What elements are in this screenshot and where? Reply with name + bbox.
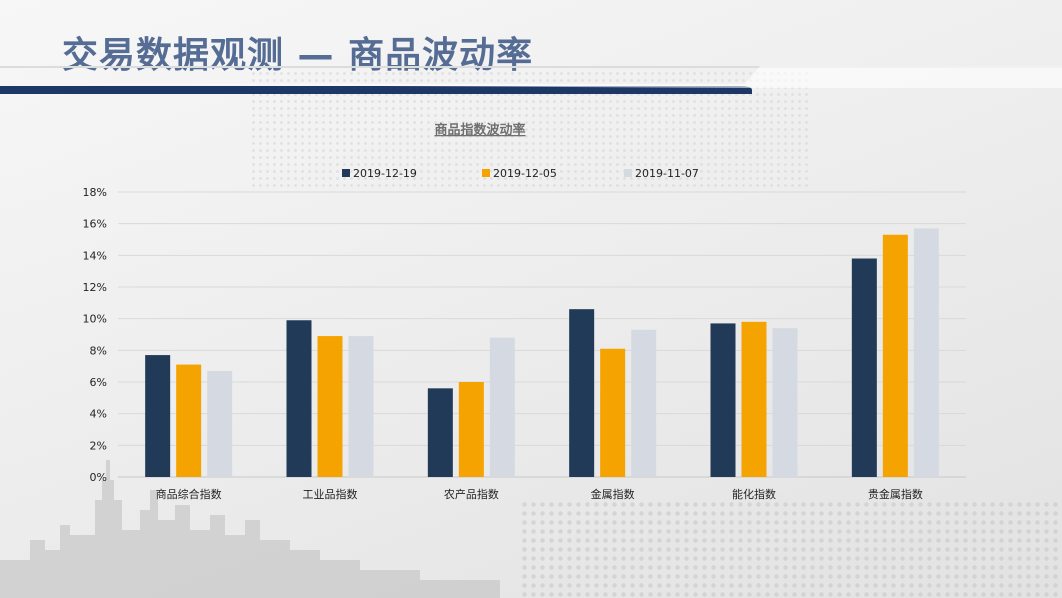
grid-lines: [118, 191, 966, 478]
header-band: [0, 66, 1062, 94]
bar: [569, 309, 595, 477]
x-category-label: 能化指数: [732, 487, 776, 501]
bar: [348, 336, 374, 477]
bar: [317, 336, 343, 477]
bar: [207, 370, 233, 477]
legend-swatch: [342, 169, 350, 177]
decorative-dots: [520, 500, 1062, 598]
bar: [286, 320, 312, 477]
y-tick-label: 14%: [83, 249, 107, 262]
bar: [145, 355, 171, 477]
bar: [489, 337, 515, 477]
bar: [631, 329, 657, 477]
legend-swatch: [482, 169, 490, 177]
y-tick-label: 2%: [90, 439, 107, 452]
city-skyline-decoration: [0, 460, 500, 598]
x-category-label: 工业品指数: [303, 487, 358, 501]
legend-label: 2019-12-05: [493, 167, 557, 180]
y-tick-label: 8%: [90, 344, 107, 357]
legend-label: 2019-11-07: [635, 167, 699, 180]
legend-swatch: [624, 169, 632, 177]
bar: [851, 258, 877, 477]
y-tick-label: 12%: [83, 281, 107, 294]
legend-label: 2019-12-19: [353, 167, 417, 180]
y-tick-label: 6%: [90, 376, 107, 389]
bars: [145, 228, 939, 477]
x-category-label: 商品综合指数: [156, 487, 222, 501]
bar: [600, 348, 626, 477]
y-tick-label: 16%: [83, 218, 107, 231]
y-axis: 0% 2% 4% 6% 8% 10% 12% 14% 16% 18%: [83, 186, 107, 484]
y-tick-label: 18%: [83, 186, 107, 199]
x-category-label: 贵金属指数: [868, 487, 923, 501]
y-tick-label: 4%: [90, 408, 107, 421]
x-axis: 商品综合指数 工业品指数 农产品指数 金属指数 能化指数 贵金属指数: [156, 487, 923, 501]
slide-title: 交易数据观测 — 商品波动率: [62, 35, 534, 76]
bar: [741, 321, 767, 477]
bar: [772, 328, 798, 477]
chart-title: 商品指数波动率: [434, 122, 525, 138]
bar: [882, 234, 908, 477]
bar: [176, 364, 202, 477]
x-category-label: 农产品指数: [444, 487, 499, 501]
bar: [710, 323, 736, 477]
bar: [427, 388, 453, 477]
x-category-label: 金属指数: [591, 487, 635, 501]
legend: 2019-12-19 2019-12-05 2019-11-07: [342, 167, 699, 180]
bar: [458, 382, 484, 477]
y-tick-label: 10%: [83, 313, 107, 326]
bar: [913, 228, 939, 477]
y-tick-label: 0%: [90, 471, 107, 484]
